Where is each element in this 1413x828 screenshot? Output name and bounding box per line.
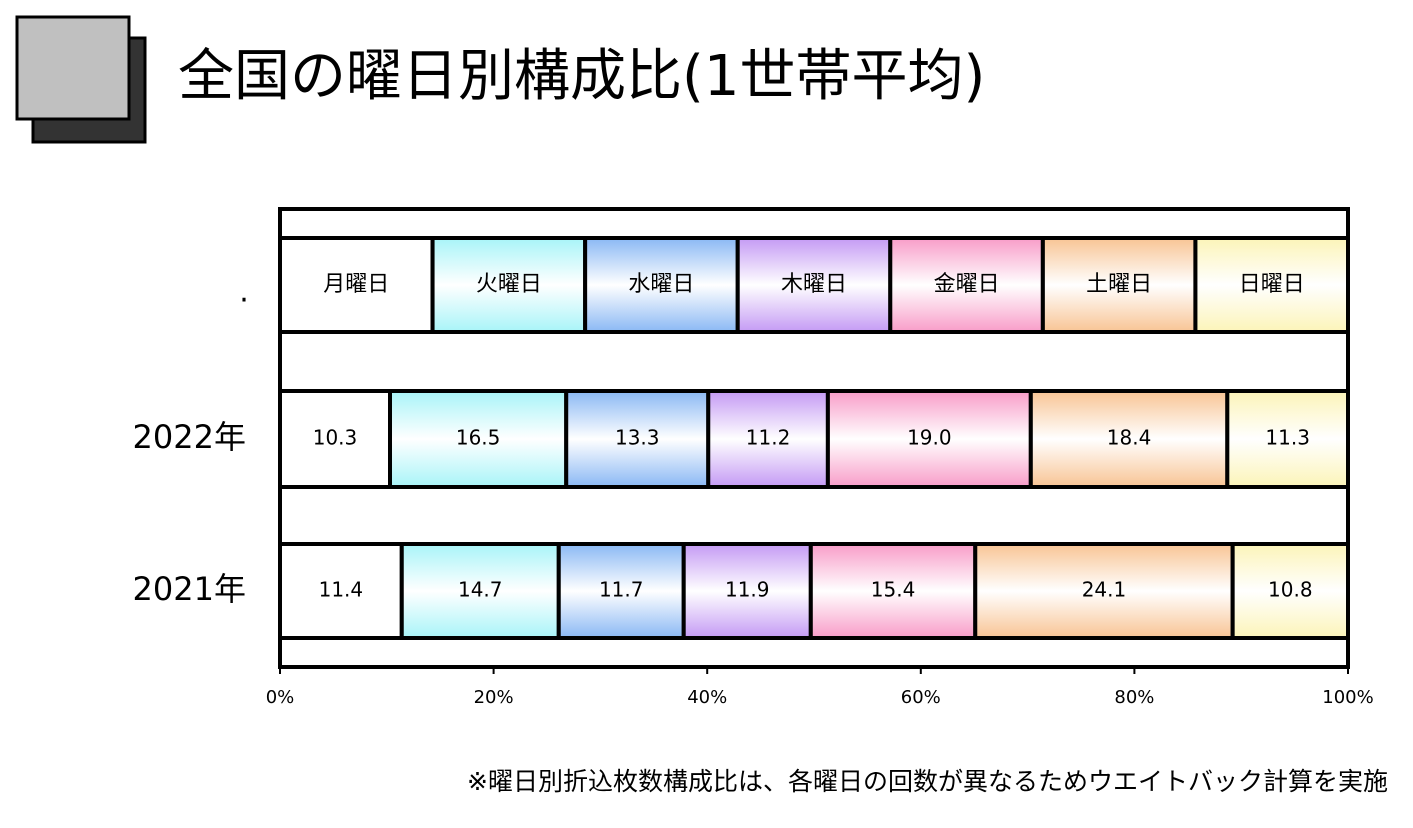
- bar: [973, 542, 1235, 640]
- legend-label: 土曜日: [1086, 272, 1152, 297]
- bar: [564, 389, 711, 489]
- title-icon: [15, 15, 131, 121]
- bar: [556, 542, 686, 640]
- bar: [1225, 389, 1351, 489]
- footnote: ※曜日別折込枚数構成比は、各曜日の回数が異なるためウエイトバック計算を実施: [467, 767, 1388, 796]
- y-tick-label: 2021年: [133, 570, 246, 608]
- bar-value-label: 11.9: [725, 578, 770, 602]
- x-tick-label: 100%: [1322, 687, 1373, 708]
- legend-swatch: [888, 236, 1045, 334]
- bar-value-label: 13.3: [615, 426, 660, 450]
- bar-value-label: 11.4: [319, 578, 364, 602]
- bar-value-label: 10.3: [313, 426, 358, 450]
- legend-label: 木曜日: [781, 272, 847, 297]
- bar: [825, 389, 1033, 489]
- legend-swatch: [583, 236, 740, 334]
- bar-value-label: 24.1: [1082, 578, 1127, 602]
- bar-value-label: 16.5: [456, 426, 501, 450]
- bar-value-label: 15.4: [871, 578, 916, 602]
- bar: [681, 542, 813, 640]
- bar-value-label: 18.4: [1107, 426, 1152, 450]
- bar-value-label: 14.7: [458, 578, 503, 602]
- bar-value-label: 11.3: [1265, 426, 1310, 450]
- chart-title: 全国の曜日別構成比(1世帯平均): [178, 44, 985, 109]
- x-tick-label: 60%: [901, 687, 941, 708]
- bar: [808, 542, 978, 640]
- bar-value-label: 19.0: [907, 426, 952, 450]
- legend-swatch: [1040, 236, 1198, 334]
- bar-value-label: 11.2: [746, 426, 791, 450]
- legend-row-label: .: [239, 275, 249, 310]
- bar: [706, 389, 830, 489]
- legend-label: 日曜日: [1239, 272, 1305, 297]
- legend-label: 水曜日: [628, 272, 694, 297]
- legend-swatch: [735, 236, 893, 334]
- x-tick-label: 40%: [687, 687, 727, 708]
- y-tick-label: 2022年: [133, 418, 246, 456]
- legend-label: 火曜日: [476, 272, 542, 297]
- x-tick-label: 20%: [474, 687, 514, 708]
- legend-swatch: [1193, 236, 1351, 334]
- bar-value-label: 11.7: [599, 578, 644, 602]
- legend-label: 月曜日: [323, 272, 389, 297]
- bar: [278, 542, 404, 640]
- bar-value-label: 10.8: [1268, 578, 1313, 602]
- bar: [278, 389, 393, 489]
- x-tick-label: 0%: [266, 687, 295, 708]
- x-tick-label: 80%: [1114, 687, 1154, 708]
- legend-swatch: [278, 236, 435, 334]
- legend-label: 金曜日: [934, 272, 1000, 297]
- bar: [1230, 542, 1351, 640]
